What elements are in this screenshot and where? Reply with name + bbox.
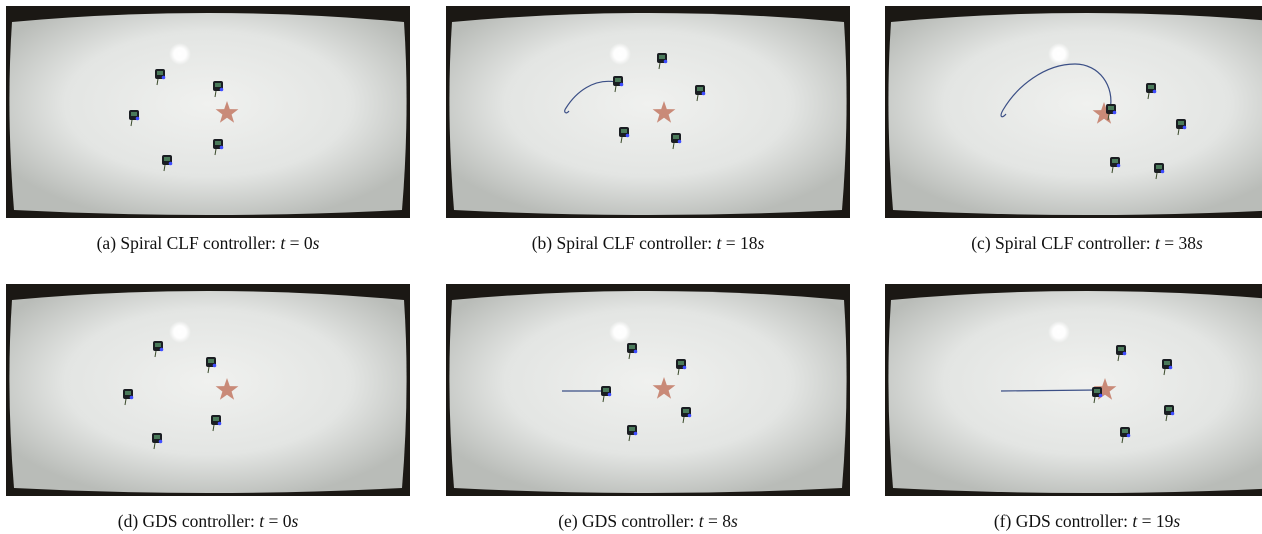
trajectory-trail [1000, 63, 1112, 118]
arena-photo [446, 6, 850, 218]
trajectory-trail [1000, 389, 1098, 392]
arena-photo [6, 284, 410, 496]
arena-photo [885, 6, 1262, 218]
overhead-light [169, 321, 191, 343]
panel-caption: (f) GDS controller: t = 19s [993, 511, 1181, 531]
overhead-light [609, 321, 631, 343]
panel-caption: (d) GDS controller: t = 0s [117, 511, 299, 531]
arena-photo [446, 284, 850, 496]
panel-caption: (e) GDS controller: t = 8s [558, 511, 738, 531]
arena-photo [885, 284, 1262, 496]
panel-caption: (b) Spiral CLF controller: t = 18s [531, 233, 765, 253]
overhead-light [1048, 321, 1070, 343]
overhead-light [1048, 43, 1070, 65]
panel-caption: (a) Spiral CLF controller: t = 0s [96, 233, 320, 253]
arena-photo [6, 6, 410, 218]
overhead-light [169, 43, 191, 65]
trajectory-trail [564, 80, 617, 114]
overhead-light [609, 43, 631, 65]
panel-caption: (c) Spiral CLF controller: t = 38s [971, 233, 1203, 253]
